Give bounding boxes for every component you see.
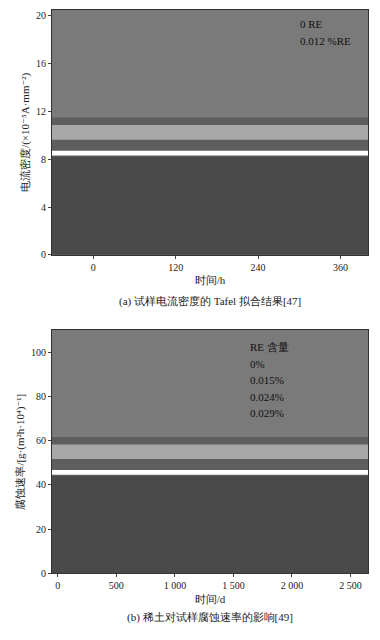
svg-text:60: 60	[36, 435, 46, 446]
svg-text:0.024%: 0.024%	[250, 391, 284, 403]
svg-text:2 500: 2 500	[339, 580, 362, 591]
svg-text:16: 16	[36, 58, 46, 69]
svg-text:1 500: 1 500	[222, 580, 245, 591]
svg-text:0: 0	[55, 580, 60, 591]
svg-text:500: 500	[109, 580, 124, 591]
svg-text:0: 0	[41, 249, 46, 260]
svg-text:0.029%: 0.029%	[250, 407, 284, 419]
svg-text:腐蚀速率/[g·(m²h·10⁴)⁻¹]: 腐蚀速率/[g·(m²h·10⁴)⁻¹]	[14, 394, 27, 510]
svg-text:0%: 0%	[250, 358, 265, 370]
svg-text:40: 40	[36, 479, 46, 490]
svg-text:360: 360	[333, 262, 348, 273]
svg-text:8: 8	[41, 154, 46, 165]
svg-text:(a) 试样电流密度的 Tafel 拟合结果[47]: (a) 试样电流密度的 Tafel 拟合结果[47]	[119, 295, 301, 308]
svg-text:80: 80	[36, 391, 46, 402]
svg-text:电流密度/(×10⁻⁵A·mm⁻²): 电流密度/(×10⁻⁵A·mm⁻²)	[19, 72, 32, 191]
svg-text:0 RE: 0 RE	[300, 18, 323, 30]
svg-text:120: 120	[168, 262, 183, 273]
svg-text:0.015%: 0.015%	[250, 374, 284, 386]
svg-text:时间/d: 时间/d	[195, 593, 226, 605]
svg-text:1 000: 1 000	[164, 580, 187, 591]
svg-text:20: 20	[36, 524, 46, 535]
svg-text:(b) 稀土对试样腐蚀速率的影响[49]: (b) 稀土对试样腐蚀速率的影响[49]	[127, 611, 293, 624]
svg-text:240: 240	[251, 262, 266, 273]
svg-text:0.012 %RE: 0.012 %RE	[300, 35, 351, 47]
svg-text:100: 100	[31, 347, 46, 358]
svg-text:12: 12	[36, 106, 46, 117]
svg-text:RE 含量: RE 含量	[250, 341, 289, 353]
svg-text:0: 0	[41, 568, 46, 579]
svg-text:4: 4	[41, 202, 46, 213]
svg-text:2 000: 2 000	[281, 580, 304, 591]
svg-text:时间/h: 时间/h	[195, 274, 226, 286]
svg-text:20: 20	[36, 10, 46, 21]
svg-text:0: 0	[91, 262, 96, 273]
